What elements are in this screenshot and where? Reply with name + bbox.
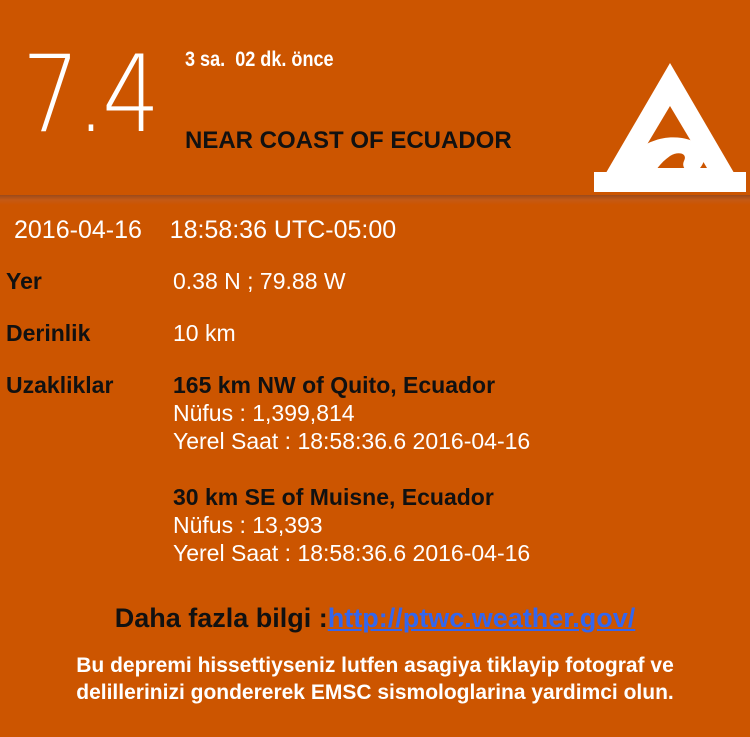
footer-line-2: delillerinizi gondererek EMSC sismologla… [76,681,674,704]
ptwc-link[interactable]: http://ptwc.weather.gov/ [327,603,636,633]
emsc-call-to-action[interactable]: Bu depremi hissettiyseniz lutfen asagiya… [0,652,750,706]
footer-line-1: Bu depremi hissettiyseniz lutfen asagiya… [76,654,674,677]
depth-value: 10 km [173,320,236,346]
tsunami-warning-icon [594,63,746,192]
event-header: 7.4 3 sa. 02 dk. önce NEAR COAST OF ECUA… [0,0,750,196]
distance-item: 165 km NW of Quito, Ecuador Nüfus : 1,39… [173,371,733,455]
location-label: Yer [6,268,42,294]
depth-label: Derinlik [6,320,91,346]
region-name: NEAR COAST OF ECUADOR [185,127,512,154]
distance-population: Nüfus : 1,399,814 [173,400,355,426]
time-ago: 3 sa. 02 dk. önce [185,48,334,71]
magnitude-value: 7.4 [22,33,160,156]
distance-local-time: Yerel Saat : 18:58:36.6 2016-04-16 [173,428,531,454]
event-datetime: 2016-04-16 18:58:36 UTC-05:00 [14,216,397,244]
distance-name: 165 km NW of Quito, Ecuador [173,372,496,398]
distances-label: Uzakliklar [6,372,114,398]
distance-item: 30 km SE of Muisne, Ecuador Nüfus : 13,3… [173,483,733,567]
distance-population: Nüfus : 13,393 [173,512,323,538]
distance-name: 30 km SE of Muisne, Ecuador [173,484,494,510]
more-info: Daha fazla bilgi :http://ptwc.weather.go… [0,600,750,636]
distance-local-time: Yerel Saat : 18:58:36.6 2016-04-16 [173,540,531,566]
header-divider [0,195,750,205]
more-info-label: Daha fazla bilgi : [114,603,328,633]
location-value: 0.38 N ; 79.88 W [173,268,346,294]
